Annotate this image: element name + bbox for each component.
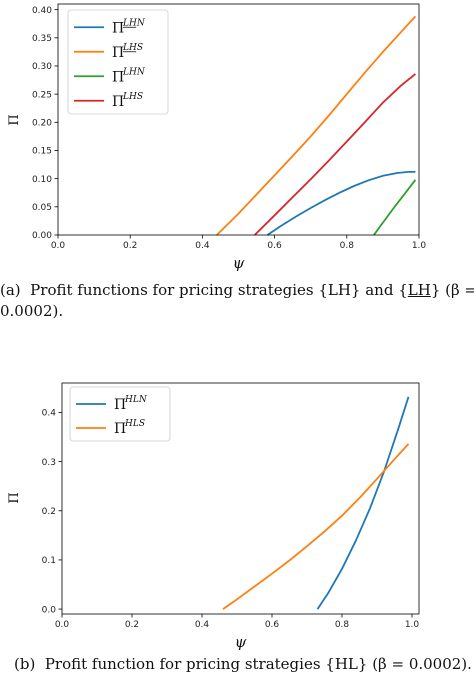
caption-b: (b) Profit function for pricing strategi… [14,655,472,673]
y-tick-label: 0.1 [42,556,56,566]
legend-label-sup: LHN [122,67,146,77]
chart-b: 0.0 0.2 0.4 0.6 0.8 1.00.00.10.20.30.4ψΠΠHLNΠ… [7,382,420,651]
y-tick-label: 0.25 [32,90,52,100]
x-tick-label: 1.0 [412,241,427,251]
legend-label-base: Π [112,94,124,110]
x-tick-label: 0.4 [195,620,210,630]
legend-label-base: Π [112,69,124,85]
x-tick-label: 0.0 [55,620,70,630]
y-tick-label: 0.00 [32,231,52,241]
y-tick-label: 0.15 [32,147,52,157]
y-tick-label: 0.3 [42,458,56,468]
legend-label-sup: LHN [122,18,146,28]
y-axis-label: Π [7,114,22,125]
legend-label-sup: HLS [124,419,145,429]
series-line-3 [373,179,417,236]
x-tick-label: 1.0 [405,620,420,630]
x-tick-label: 0.8 [340,241,355,251]
y-tick-label: 0.10 [32,175,52,185]
caption-a-underlined-lh: LH [407,281,431,299]
x-tick-label: 0.6 [265,620,280,630]
y-tick-label: 0.30 [32,62,52,72]
x-tick-label: 0.2 [125,620,139,630]
x-tick-label: 0.2 [123,241,137,251]
y-tick-label: 0.40 [32,6,52,16]
axes-frame [61,382,420,615]
axes-frame [57,3,420,236]
y-tick-label: 0.0 [42,605,57,615]
legend-label-sup: LHS [122,92,143,102]
x-axis-label: ψ [233,254,245,272]
x-tick-label: 0.6 [267,241,282,251]
y-tick-label: 0.35 [32,34,52,44]
y-tick-label: 0.2 [42,507,56,517]
y-axis-label: Π [7,492,22,503]
legend-label-sup: LHS [122,43,143,53]
x-axis-label: ψ [235,633,247,651]
legend-label-base: Π [114,421,126,437]
caption-a-line1: (a) Profit functions for pricing strateg… [0,281,474,299]
series-line-1 [266,171,416,236]
y-tick-label: 0.20 [32,119,52,129]
x-tick-label: 0.8 [335,620,350,630]
legend-label-base: Π [112,45,124,61]
y-tick-label: 0.05 [32,203,52,213]
series-line-1 [316,396,410,610]
caption-a-line2: 0.0002). [0,302,64,320]
series-line-2 [216,15,417,236]
y-tick-label: 0.4 [42,409,57,419]
legend-label-base: Π [112,20,124,36]
series-line-2 [222,443,410,610]
chart-a: 0.0 0.2 0.4 0.6 0.8 1.0 0.00 0.05 0.10 0.15 0.20 0.… [7,3,427,272]
legend-label-base: Π [114,397,126,413]
series-line-4 [254,73,416,236]
x-tick-label: 0.0 [51,241,66,251]
legend-label-sup: HLN [124,395,148,405]
legend-box [67,9,169,115]
x-tick-label: 0.4 [195,241,210,251]
